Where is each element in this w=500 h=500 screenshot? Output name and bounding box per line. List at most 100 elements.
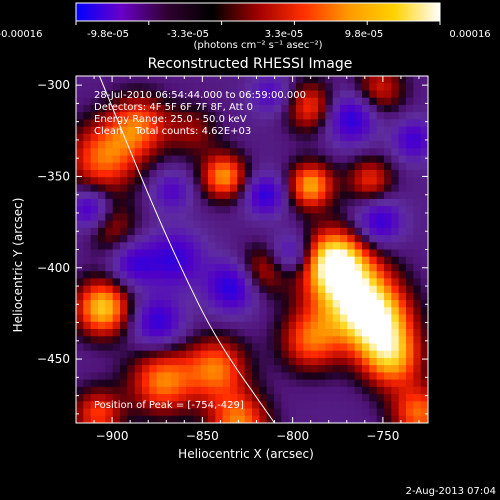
heatmap-cell [384,112,392,120]
heatmap-cell [354,401,363,410]
heatmap-cell [193,271,202,280]
heatmap-cell [340,292,348,301]
heatmap-cell [215,307,224,316]
heatmap-cell [406,198,414,207]
heatmap-cell [318,292,326,301]
heatmap-cell [244,379,253,388]
heatmap-cell [237,285,246,294]
heatmap-cell [120,415,128,423]
heatmap-cell [406,83,414,92]
heatmap-cell [296,126,304,135]
heatmap-cell [215,119,224,128]
heatmap-cell [347,97,356,106]
heatmap-cell [310,220,319,229]
heatmap-cell [193,372,202,381]
heatmap-cell [186,162,194,171]
heatmap-cell [244,191,253,200]
heatmap-cell [186,343,194,352]
heatmap-cell [274,256,282,265]
heatmap-cell [98,162,106,171]
heatmap-cell [244,372,253,381]
heatmap-cell [171,191,180,200]
heatmap-cell [406,220,414,229]
heatmap-cell [230,76,238,84]
heatmap-cell [318,242,326,251]
heatmap-cell [398,394,407,402]
heatmap-cell [398,386,407,395]
heatmap-cell [200,242,209,251]
heatmap-cell [230,401,238,410]
heatmap-cell [332,292,341,301]
heatmap-cell [332,394,341,402]
heatmap-cell [90,256,99,265]
heatmap-cell [274,242,282,251]
heatmap-cell [112,256,121,265]
heatmap-cell [156,379,165,388]
heatmap-cell [76,76,84,84]
heatmap-cell [149,191,158,200]
heatmap-cell [98,329,106,337]
heatmap-cell [200,408,209,417]
heatmap-cell [142,119,150,128]
heatmap-cell [398,307,407,316]
heatmap-cell [230,300,238,308]
heatmap-cell [362,307,370,316]
heatmap-cell [391,292,400,301]
heatmap-cell [244,213,253,222]
heatmap-cell [120,97,128,106]
heatmap-cell [296,76,304,84]
heatmap-cell [340,76,348,84]
heatmap-cell [142,235,150,243]
heatmap-cell [347,263,356,272]
heatmap-cell [134,148,143,157]
heatmap-cell [105,343,114,352]
heatmap-cell [76,198,84,207]
heatmap-cell [259,198,268,207]
heatmap-cell [83,220,92,229]
heatmap-cell [398,191,407,200]
heatmap-cell [384,198,392,207]
generation-timestamp: 2-Aug-2013 07:04 [406,486,496,497]
heatmap-cell [134,104,143,113]
heatmap-cell [134,256,143,265]
heatmap-cell [347,415,356,423]
heatmap-cell [215,357,224,366]
heatmap-cell [105,220,114,229]
heatmap-cell [259,329,268,337]
heatmap-cell [178,235,187,243]
heatmap-cell [413,126,422,135]
heatmap-cell [200,365,209,373]
heatmap-cell [105,169,114,178]
heatmap-cell [244,119,253,128]
heatmap-cell [288,350,297,359]
heatmap-cell [112,386,121,395]
heatmap-cell [208,227,216,236]
heatmap-cell [413,235,422,243]
heatmap-cell [244,285,253,294]
heatmap-cell [105,314,114,323]
heatmap-cell [149,307,158,316]
heatmap-cell [178,220,187,229]
heatmap-cell [398,329,407,337]
heatmap-cell [266,112,275,120]
heatmap-cell [90,386,99,395]
heatmap-cell [281,213,290,222]
heatmap-cell [200,379,209,388]
heatmap-cell [384,191,392,200]
heatmap-cell [142,394,150,402]
heatmap-cell [186,141,194,149]
heatmap-cell [156,321,165,330]
heatmap-cell [178,329,187,337]
heatmap-cell [215,379,224,388]
heatmap-cell [142,83,150,92]
heatmap-cell [171,242,180,251]
heatmap-cell [76,148,84,157]
heatmap-cell [420,155,428,164]
heatmap-cell [340,213,348,222]
heatmap-cell [259,278,268,287]
heatmap-cell [200,191,209,200]
heatmap-cell [178,126,187,135]
heatmap-cell [120,372,128,381]
heatmap-cell [127,401,136,410]
heatmap-cell [200,292,209,301]
